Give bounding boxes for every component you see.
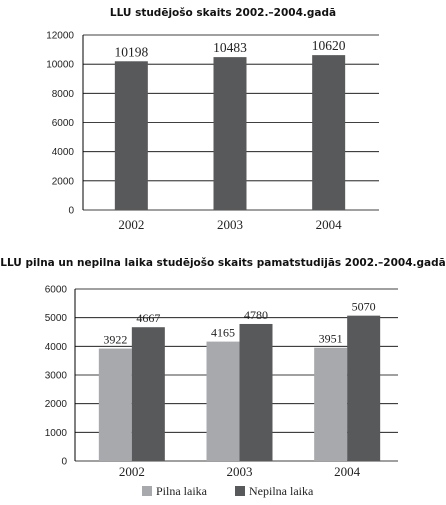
chart-2-bar <box>239 323 273 461</box>
chart-1-x-tick: 2004 <box>316 217 343 232</box>
chart-2-data-label: 4165 <box>211 326 235 340</box>
chart-1-title: LLU studējošo skaits 2002.–2004.gadā <box>110 7 336 19</box>
chart-1-data-label: 10620 <box>312 38 346 53</box>
chart-1-bar <box>312 55 346 210</box>
chart-2-y-tick: 4000 <box>45 342 68 353</box>
chart-2-x-tick: 2003 <box>227 464 253 479</box>
legend-swatch <box>142 486 152 496</box>
chart-2-bar <box>347 315 381 461</box>
legend-label: Nepilna laika <box>249 484 314 498</box>
chart-1-data-label: 10483 <box>213 40 247 55</box>
legend-label: Pilna laika <box>156 484 208 498</box>
chart-1-data-label: 10198 <box>114 44 148 59</box>
chart-1-x-tick: 2002 <box>118 217 144 232</box>
chart-1-y-tick: 6000 <box>52 118 75 129</box>
chart-2-y-tick: 0 <box>61 457 67 468</box>
chart-2-y-tick: 5000 <box>45 313 68 324</box>
chart-2-data-label: 5070 <box>352 300 376 314</box>
chart-1-bar <box>114 61 148 210</box>
chart-2-data-label: 4780 <box>244 308 268 322</box>
chart-2-legend: Pilna laika Nepilna laika <box>142 484 314 498</box>
chart-2-y-tick: 1000 <box>45 428 68 439</box>
chart-1-y-tick: 2000 <box>52 176 75 187</box>
chart-2-data-label: 4667 <box>136 311 160 325</box>
chart-1-y-tick: 4000 <box>52 147 75 158</box>
chart-1-bar <box>213 57 247 210</box>
chart-1-y-tick: 8000 <box>52 89 75 100</box>
chart-2-y-tick: 6000 <box>45 285 68 296</box>
chart-2-data-label: 3922 <box>103 333 127 347</box>
chart-2-data-label: 3951 <box>319 332 343 346</box>
chart-1-y-tick: 12000 <box>46 31 74 42</box>
chart-2-bar <box>131 327 165 461</box>
chart-2-bar <box>314 347 348 461</box>
chart-1-y-tick: 10000 <box>46 60 74 71</box>
chart-2-y-tick: 2000 <box>45 399 68 410</box>
chart-2-title: LLU pilna un nepilna laika studējošo ska… <box>0 257 445 269</box>
chart-2-bar <box>98 348 132 461</box>
chart-1-y-tick: 0 <box>68 206 74 217</box>
chart-1: LLU studējošo skaits 2002.–2004.gadā 0 20… <box>46 7 379 232</box>
chart-2: LLU pilna un nepilna laika studējošo ska… <box>0 257 445 498</box>
chart-1-x-tick: 2003 <box>217 217 243 232</box>
legend-swatch <box>235 486 245 496</box>
chart-2-y-tick: 3000 <box>45 371 68 382</box>
chart-2-x-tick: 2004 <box>334 464 361 479</box>
chart-2-bar <box>206 341 240 461</box>
chart-2-x-tick: 2002 <box>119 464 145 479</box>
